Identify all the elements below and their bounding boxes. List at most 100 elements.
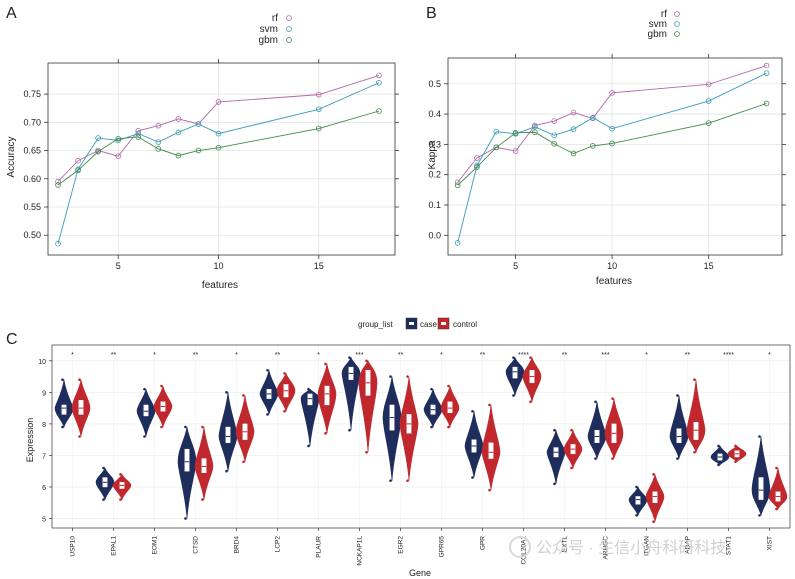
watermark-text: 公众号 · 生信小舟科研科技 [536,539,726,557]
panel-c-point-case [307,387,310,391]
panel-b-plot: 5 10 15 0.0 0.1 0.2 0.3 0.4 0.5 [428,11,786,271]
panel-c-point-control [406,479,409,482]
panel-c-violin-control [686,379,706,454]
panel-b-point-svm [454,240,461,246]
panel-c-point-case [266,368,269,372]
panel-c-box-case [143,404,149,417]
panel-c-point-control [570,428,573,432]
panel-b-point-rf [570,109,577,116]
panel-c-significance-label: **** [723,352,734,359]
panel-a-line-rf [57,74,380,182]
panel-a-point-gbm [215,144,222,151]
panel-c-point-control [570,466,573,470]
panel-c-violin-control [358,359,378,453]
panel-c-box-case [61,404,67,415]
panel-c-point-case [471,476,474,479]
panel-c-point-case [471,409,474,413]
panel-b-legend-rf: rf [661,9,667,20]
panel-c-point-control [529,400,532,404]
panel-a-legend-marker-rf [286,15,292,21]
panel-c-ytick-label: 8 [42,422,46,429]
panel-b-point-gbm [570,150,577,157]
panel-c-point-control [529,356,532,359]
panel-c-point-case [512,394,515,397]
panel-c-point-case [676,394,679,397]
panel-c-significance-label: ** [562,352,568,359]
panel-b-point-svm [551,132,557,139]
panel-b-ytick-label: 0.3 [428,139,441,149]
panel-a-line-svm [57,82,380,244]
panel-c-box-case [758,477,764,500]
panel-c-legend-key-box-control [441,322,446,325]
panel-c-point-case [758,435,761,438]
panel-b-point-rf [512,148,519,154]
panel-a-point-rf [215,99,222,105]
panel-c-point-control [365,359,368,363]
panel-a-point-svm [155,139,162,145]
panel-a-letter: A [6,5,17,22]
panel-c-gene-label: NCKAP1L [357,536,364,566]
panel-c-point-control [283,372,286,375]
panel-c-point-control [242,394,245,397]
panel-a-point-rf [155,122,162,129]
panel-c-point-case [143,435,146,438]
panel-a-point-gbm [175,152,182,159]
panel-a-xtick-label: 15 [314,261,324,271]
panel-c-xlabel: Gene [409,568,431,578]
panel-c-point-case [225,469,228,473]
panel-a-point-svm [55,240,61,247]
panel-c-gene-label: PLAUR [316,536,323,558]
panel-c-gene-label: ARHGC [603,536,610,560]
panel-a-point-gbm [115,135,122,142]
panel-a-point-gbm [95,148,101,155]
panel-c-ytick-label: 6 [42,485,46,492]
panel-c-point-control [734,460,737,464]
panel-c-box-case [184,448,190,472]
panel-a-point-gbm [75,167,81,174]
panel-c-point-control [775,507,778,511]
panel-c-point-control [652,473,655,476]
panel-c-significance-label: ** [398,352,404,359]
panel-c-point-control [365,450,368,454]
panel-a-point-rf [315,91,322,98]
panel-c-violin-case [177,426,197,519]
panel-c-point-case [430,425,433,429]
watermark-logo-icon [509,536,531,558]
panel-c-point-case [676,457,679,460]
panel-b-ytick-label: 0.2 [428,170,441,180]
panel-b-point-rf [551,118,557,124]
panel-c-significance-label: **** [518,352,529,359]
panel-b-point-gbm [512,130,519,136]
panel-c-point-case [553,428,556,432]
panel-b-ytick-label: 0.4 [428,109,441,119]
panel-c-box-control [488,442,494,459]
panel-c-point-control [160,384,163,388]
panel-c-significance-label: ** [193,352,199,359]
panel-c-significance-label: * [317,352,320,359]
panel-c-box-case [225,426,231,444]
panel-a-point-svm [376,79,382,86]
panel-c-gene-label: GPR65 [439,536,446,558]
panel-b-ytick-label: 0.1 [428,200,441,210]
panel-b-point-rf [454,179,461,186]
panel-b-line-gbm [457,103,767,186]
panel-c-legend-key-box-case [409,322,414,325]
panel-c-gene-label: CTSD [193,536,200,554]
panel-a-point-gbm [376,108,382,114]
panel-c-box-control [447,401,453,414]
panel-c-point-control [406,375,409,378]
panel-b-line-rf [457,65,767,183]
panel-a-ytick-label: 0.55 [23,202,41,212]
panel-c-violin-control [768,468,788,510]
panel-b-point-gbm [454,182,461,189]
panel-c-box-case [676,428,682,444]
panel-a-point-rf [376,72,382,79]
panel-a-xlabel: features [202,280,238,291]
panel-c-point-case [594,457,597,460]
panel-a-point-rf [175,116,182,122]
panel-c-point-case [266,413,269,416]
panel-b-point-svm [474,162,480,169]
panel-c-point-control [693,378,696,382]
panel-c-point-control [201,425,204,429]
